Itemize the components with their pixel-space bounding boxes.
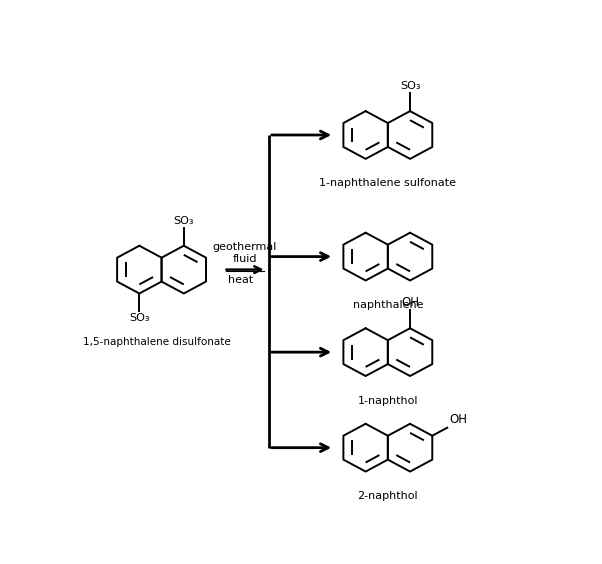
- Text: SO₃: SO₃: [129, 313, 149, 323]
- Text: OH: OH: [450, 413, 468, 426]
- Text: SO₃: SO₃: [400, 81, 420, 91]
- Text: naphthalene: naphthalene: [353, 300, 423, 310]
- Text: heat: heat: [228, 275, 253, 285]
- Text: geothermal
fluid: geothermal fluid: [213, 242, 277, 265]
- Text: OH: OH: [401, 296, 419, 309]
- Text: 1,5-naphthalene disulfonate: 1,5-naphthalene disulfonate: [83, 337, 231, 347]
- Text: SO₃: SO₃: [173, 216, 194, 226]
- Text: 2-naphthol: 2-naphthol: [358, 491, 418, 501]
- Text: 1-naphthol: 1-naphthol: [358, 395, 418, 406]
- Text: 1-naphthalene sulfonate: 1-naphthalene sulfonate: [319, 178, 456, 188]
